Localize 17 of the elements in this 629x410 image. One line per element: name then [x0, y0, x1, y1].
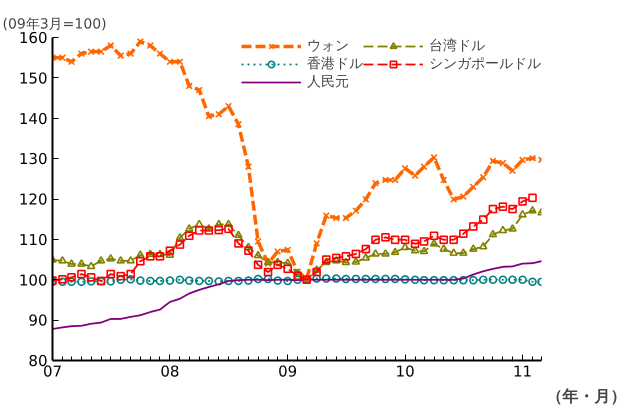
legend-label: シンガポールドル: [429, 55, 541, 73]
x-tick-label: 08: [160, 362, 180, 380]
y-tick-label: 140: [18, 110, 48, 128]
y-tick-label: 110: [18, 230, 48, 249]
y-tick-label: 130: [18, 150, 48, 168]
legend-label: 人民元: [307, 73, 349, 91]
y-tick-label: 150: [18, 69, 48, 88]
y-tick-label: 100: [18, 271, 48, 290]
legend-label: 台湾ドル: [429, 37, 485, 55]
x-tick-label: 09: [278, 362, 298, 380]
x-tick-label: 11: [512, 362, 532, 380]
x-axis-title: （年・月）: [546, 386, 626, 406]
x-tick-label: 10: [396, 362, 415, 380]
y-tick-label: 90: [28, 312, 48, 330]
y-tick-label: 120: [18, 190, 48, 208]
legend-label: 香港ドル: [307, 55, 363, 73]
legend-label: ウォン: [307, 37, 349, 55]
